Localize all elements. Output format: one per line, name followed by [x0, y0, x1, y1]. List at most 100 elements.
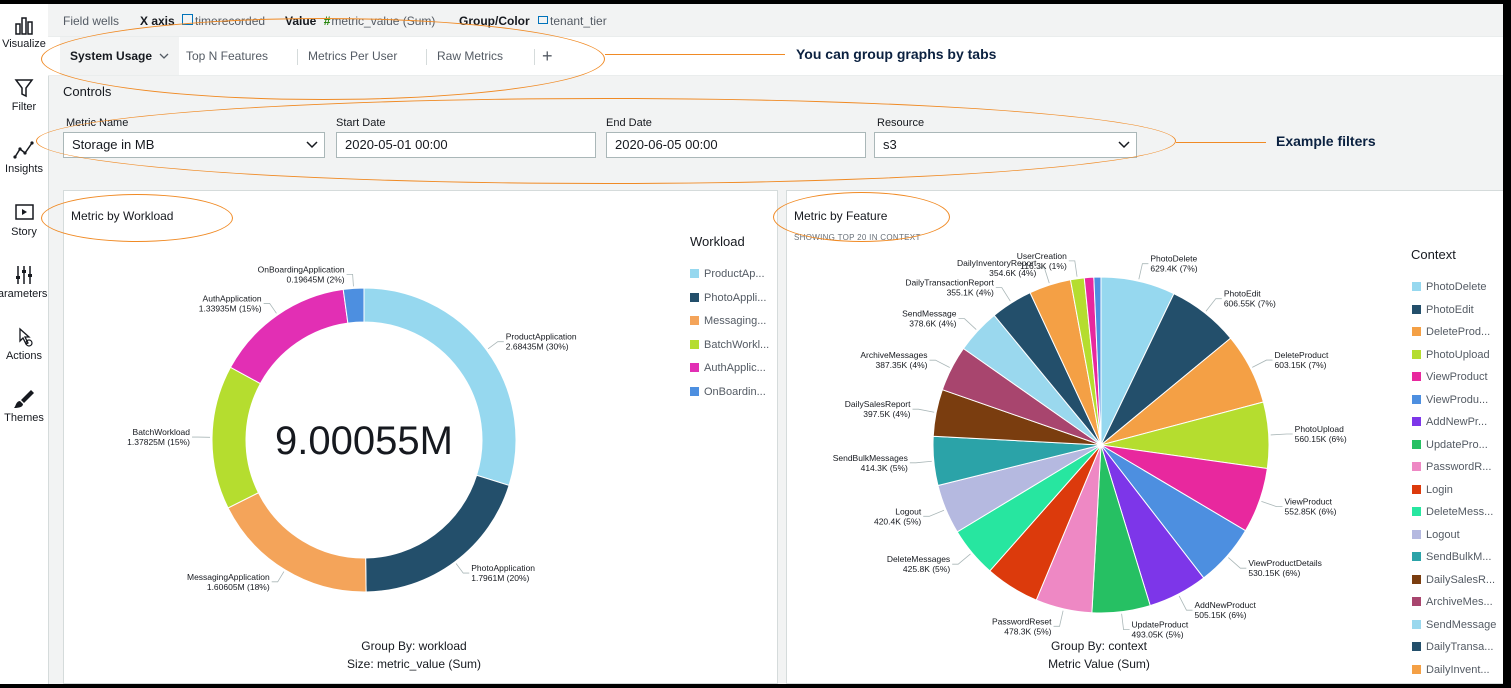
- sidebar-item-actions[interactable]: Actions: [0, 326, 48, 362]
- slice-name-label: PasswordReset: [992, 616, 1052, 626]
- leader-line: [346, 273, 354, 287]
- sidebar-label: Actions: [5, 350, 43, 362]
- slice-value-label: 560.15K (6%): [1295, 434, 1347, 444]
- value-well[interactable]: Value #metric_value (Sum): [285, 14, 435, 28]
- field-wells-label: Field wells: [63, 14, 120, 28]
- legend-item[interactable]: PhotoAppli...: [690, 292, 766, 304]
- legend-item[interactable]: UpdatePro...: [1412, 439, 1488, 451]
- chevron-down-icon: [306, 141, 318, 149]
- x-axis-well[interactable]: X axis timerecorded: [140, 14, 265, 28]
- x-axis-label: X axis: [140, 14, 175, 28]
- legend-item[interactable]: OnBoardin...: [690, 386, 766, 398]
- sidebar-item-parameters[interactable]: Parameters: [0, 264, 48, 300]
- visual-subtitle: SHOWING TOP 20 IN CONTEXT: [794, 233, 921, 242]
- legend-item[interactable]: AuthApplic...: [690, 362, 766, 374]
- metric-name-select[interactable]: Storage in MB: [63, 132, 325, 158]
- legend-item[interactable]: PhotoUpload: [1412, 349, 1490, 361]
- slice-value-label: 493.05K (5%): [1132, 630, 1184, 640]
- legend-swatch: [1412, 282, 1421, 291]
- sidebar-label: Themes: [4, 412, 44, 424]
- legend-item[interactable]: DailySalesR...: [1412, 574, 1495, 586]
- chevron-down-icon[interactable]: [159, 52, 169, 60]
- leader-line: [952, 553, 971, 565]
- slice-value-label: 354.6K (4%): [989, 268, 1036, 278]
- end-date-input[interactable]: 2020-06-05 00:00: [606, 132, 866, 158]
- legend-item[interactable]: PhotoEdit: [1412, 304, 1474, 316]
- tab-top-n-features[interactable]: Top N Features: [186, 49, 269, 63]
- slice-other-20[interactable]: [1093, 276, 1102, 446]
- legend-item[interactable]: DailyTransa...: [1412, 641, 1493, 653]
- left-sidebar: Visualize Filter Insights Story Paramete…: [0, 4, 49, 684]
- legend-swatch: [1412, 327, 1421, 336]
- slice-name-label: BatchWorkload: [133, 427, 191, 437]
- legend-item[interactable]: AddNewPr...: [1412, 416, 1487, 428]
- legend-item[interactable]: DailyInvent...: [1412, 664, 1490, 676]
- sliders-icon: [16, 266, 32, 284]
- sidebar-item-visualize[interactable]: Visualize: [0, 14, 48, 50]
- sidebar-item-themes[interactable]: Themes: [0, 388, 48, 424]
- slice-name-label: ArchiveMessages: [860, 350, 927, 360]
- slice-name-label: SendMessage: [902, 309, 957, 319]
- group-color-well[interactable]: Group/Color tenant_tier: [459, 14, 607, 28]
- legend-label: Logout: [1426, 528, 1460, 541]
- legend-item[interactable]: PhotoDelete: [1412, 281, 1487, 293]
- slice-name-label: PhotoApplication: [471, 563, 535, 573]
- slice-value-label: 0.19645M (2%): [287, 274, 345, 284]
- legend-item[interactable]: Logout: [1412, 529, 1460, 541]
- legend-item[interactable]: Messaging...: [690, 315, 766, 327]
- legend-label: ViewProdu...: [1426, 393, 1489, 406]
- resource-select[interactable]: s3: [874, 132, 1137, 158]
- workload-visual[interactable]: Metric by Workload ProductApplication 2.6…: [63, 190, 778, 684]
- tab-raw-metrics[interactable]: Raw Metrics: [437, 49, 504, 63]
- slice-value-label: 530.15K (6%): [1248, 568, 1300, 578]
- slice-value-label: 478.3K (5%): [1004, 626, 1051, 636]
- legend-item[interactable]: ViewProduct: [1412, 371, 1488, 383]
- legend-item[interactable]: ViewProdu...: [1412, 394, 1488, 406]
- slice-batch-workload-3[interactable]: [211, 366, 262, 509]
- legend-title: Workload: [690, 234, 745, 249]
- size-label: Size: metric_value (Sum): [346, 657, 482, 671]
- slice-name-label: UserCreation: [1017, 251, 1067, 261]
- tab-metrics-per-user[interactable]: Metrics Per User: [308, 49, 398, 63]
- slice-name-label: DailyInventoryReport: [957, 258, 1037, 268]
- legend-label: AuthApplic...: [704, 362, 766, 374]
- legend-swatch: [1412, 507, 1421, 516]
- sidebar-label: Filter: [11, 101, 37, 113]
- legend-label: Login: [1426, 483, 1453, 496]
- resource-label: Resource: [877, 117, 925, 129]
- legend-item[interactable]: SendBulkM...: [1412, 551, 1491, 563]
- sidebar-item-insights[interactable]: Insights: [0, 139, 48, 175]
- leader-line: [263, 303, 277, 314]
- slice-value-label: 552.85K (6%): [1284, 507, 1336, 517]
- slice-value-label: 355.1K (4%): [947, 288, 994, 298]
- slice-on-boarding-application-5[interactable]: [342, 287, 365, 324]
- legend-item[interactable]: ProductAp...: [690, 268, 765, 280]
- sidebar-item-filter[interactable]: Filter: [0, 77, 48, 113]
- tab-system-usage[interactable]: System Usage: [60, 37, 180, 75]
- leader-line: [487, 341, 504, 350]
- feature-visual[interactable]: Metric by Feature SHOWING TOP 20 IN CONT…: [786, 190, 1503, 684]
- leader-line: [271, 571, 285, 583]
- legend-item[interactable]: PasswordR...: [1412, 461, 1491, 473]
- legend-swatch: [1412, 484, 1421, 494]
- pointer-gear-icon: [19, 327, 33, 347]
- legend-item[interactable]: SendMessage: [1412, 619, 1496, 631]
- legend-item[interactable]: DeleteProd...: [1412, 326, 1490, 338]
- add-tab-button[interactable]: +: [542, 46, 553, 66]
- legend-swatch: [1412, 552, 1421, 561]
- slice-value-label: 425.8K (5%): [903, 564, 950, 574]
- leader-line: [909, 460, 932, 464]
- start-date-input[interactable]: 2020-05-01 00:00: [336, 132, 596, 158]
- legend-item[interactable]: DeleteMess...: [1412, 506, 1493, 518]
- legend-label: OnBoardin...: [704, 385, 766, 398]
- sidebar-item-story[interactable]: Story: [0, 202, 48, 238]
- slice-value-label: 1.33935M (15%): [199, 303, 262, 313]
- slice-name-label: AuthApplication: [203, 293, 262, 303]
- value-label: Value: [285, 14, 317, 28]
- legend-label: SendBulkM...: [1426, 551, 1492, 563]
- legend-item[interactable]: ArchiveMes...: [1412, 596, 1493, 608]
- legend-item[interactable]: Login: [1412, 484, 1453, 496]
- legend-item[interactable]: BatchWorkl...: [690, 339, 769, 351]
- leader-line: [1178, 595, 1193, 611]
- funnel-icon: [14, 79, 34, 98]
